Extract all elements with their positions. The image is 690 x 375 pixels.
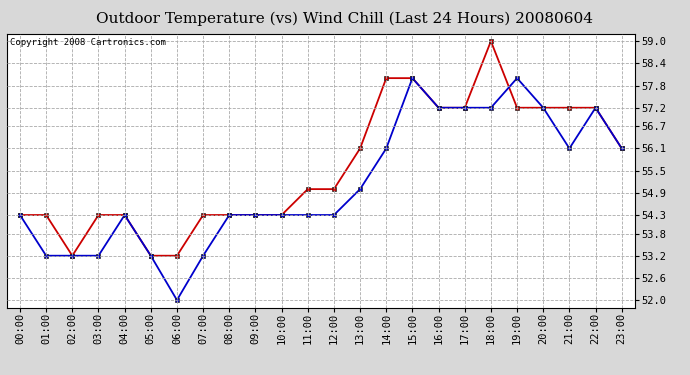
Text: Outdoor Temperature (vs) Wind Chill (Last 24 Hours) 20080604: Outdoor Temperature (vs) Wind Chill (Las… [97,11,593,26]
Text: Copyright 2008 Cartronics.com: Copyright 2008 Cartronics.com [10,38,166,47]
